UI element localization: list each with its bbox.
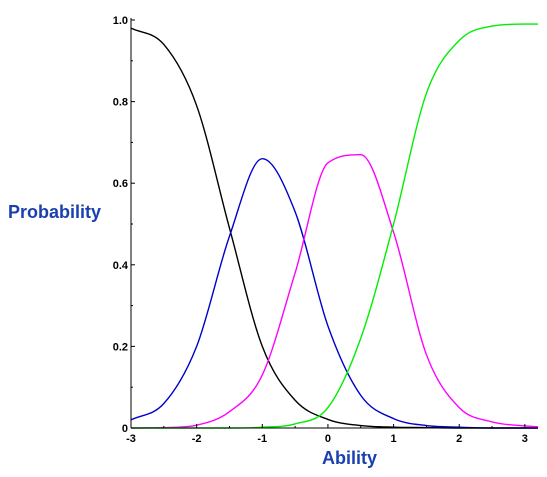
x-tick-label: 0 bbox=[325, 433, 331, 445]
series-line-3 bbox=[130, 153, 539, 429]
x-tick-label: 1 bbox=[391, 433, 397, 445]
y-tick-label: 0.2 bbox=[113, 341, 128, 353]
x-tick-label: -2 bbox=[192, 433, 202, 445]
labels-layer: 0 0.2 0.4 0.6 0.8 1.0 -3 -2 -1 0 1 2 3 bbox=[113, 15, 528, 445]
series-line-1 bbox=[130, 27, 538, 429]
x-axis-title: Ability bbox=[322, 448, 377, 468]
x-tick-label: 3 bbox=[522, 433, 528, 445]
series-line-2 bbox=[130, 158, 538, 429]
y-tick-label: 0.6 bbox=[113, 178, 128, 190]
x-tick-label: 2 bbox=[456, 433, 462, 445]
y-tick-label: 0.4 bbox=[113, 260, 129, 272]
y-tick-label: 0.8 bbox=[113, 97, 128, 109]
x-tick-label: -3 bbox=[126, 433, 136, 445]
y-tick-label: 0 bbox=[122, 423, 128, 435]
curves-layer bbox=[130, 23, 539, 429]
y-tick-label: 1.0 bbox=[113, 15, 128, 27]
y-axis-title: Probability bbox=[8, 202, 101, 222]
x-tick-label: -1 bbox=[257, 433, 267, 445]
axes-layer bbox=[130, 18, 538, 429]
series-line-4 bbox=[131, 23, 538, 429]
